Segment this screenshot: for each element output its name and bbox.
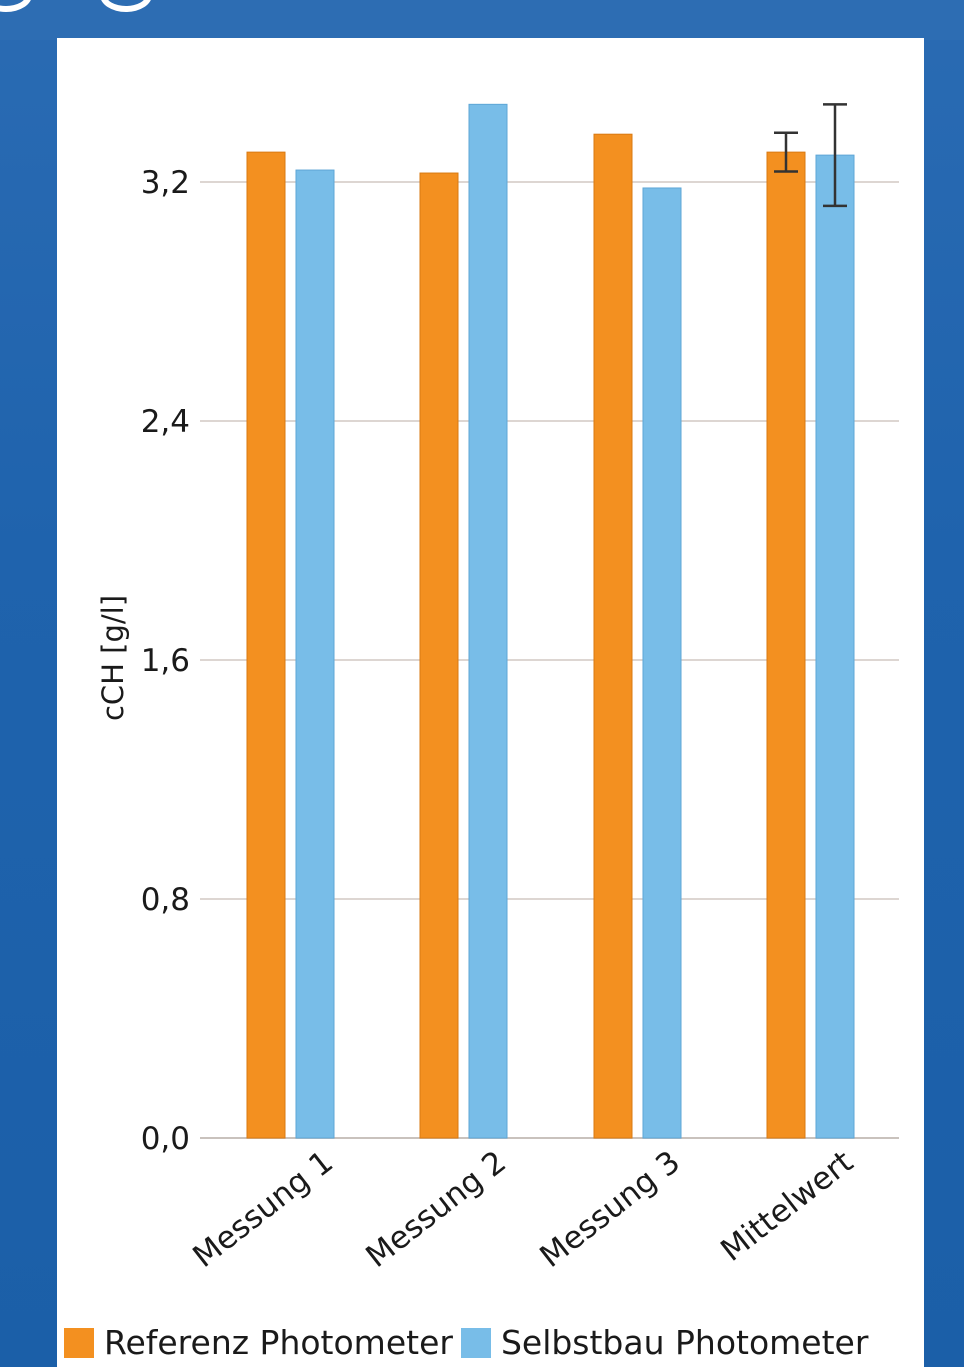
header-glyph [0,0,32,12]
y-tick-label: 3,2 [141,165,190,201]
bar [815,154,855,1139]
y-tick-label: 0,0 [141,1121,190,1157]
bar [295,169,335,1139]
x-category-label: Messung 1 [186,1144,340,1275]
y-axis-title: cCH [g/l] [96,595,130,721]
y-tick-label: 1,6 [141,643,190,679]
x-category-label: Messung 3 [533,1144,687,1275]
x-category-label: Messung 2 [359,1144,513,1275]
legend-swatch-selbstbau [460,1327,491,1358]
bar [766,151,806,1139]
header-text-fragment [0,0,170,14]
legend-label-referenz: Referenz Photometer [104,1323,453,1362]
bar [419,172,459,1139]
bar [468,103,508,1139]
x-category-label: Mittelwert [714,1144,860,1269]
bar [593,133,633,1139]
legend: Referenz Photometer Selbstbau Photometer [64,1318,924,1367]
legend-item-referenz: Referenz Photometer [64,1323,453,1362]
legend-item-selbstbau: Selbstbau Photometer [460,1323,869,1362]
y-tick-label: 0,8 [141,882,190,918]
y-tick-label: 2,4 [141,404,190,440]
header-glyph [100,0,152,12]
legend-label-selbstbau: Selbstbau Photometer [500,1323,869,1362]
bar [246,151,286,1139]
bar [642,187,682,1139]
chart-panel: 0,0 0,8 1,6 2,4 3,2 cCH [g/l] Messung 1 Messung… [57,38,924,1367]
legend-swatch-referenz [64,1327,94,1358]
header-bar [0,0,964,40]
